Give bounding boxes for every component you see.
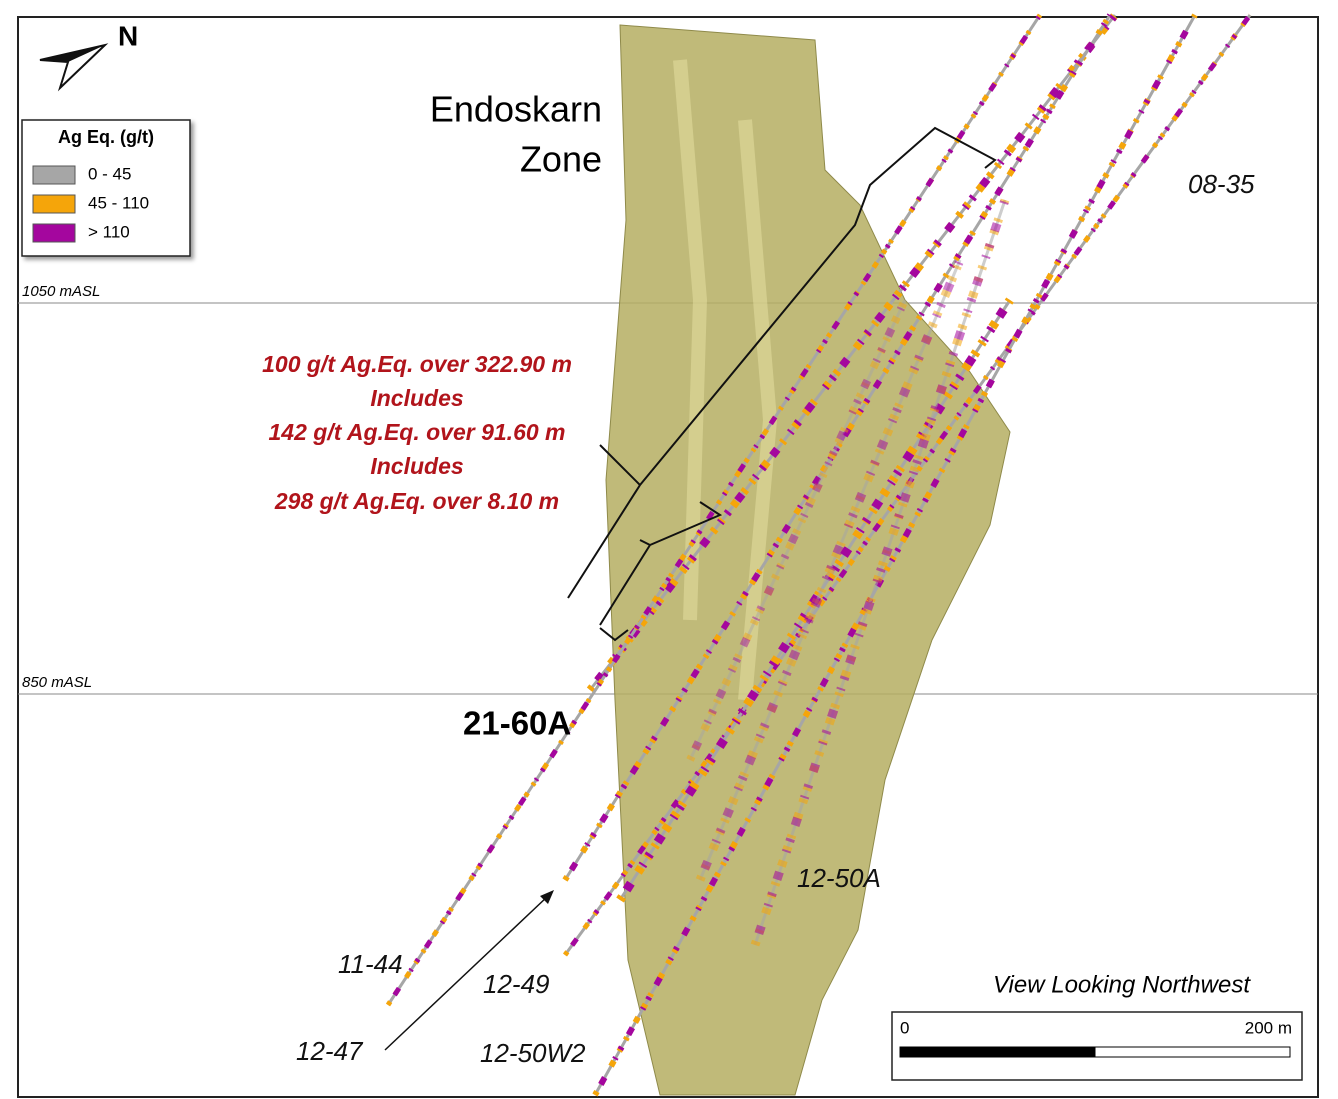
interval-high <box>562 13 1113 882</box>
hole-label: 12-49 <box>483 969 550 999</box>
hole-label: 08-35 <box>1188 169 1255 199</box>
pointer <box>384 895 549 1051</box>
arrowhead <box>540 890 554 904</box>
legend-label: > 110 <box>88 222 130 241</box>
drill-hole <box>688 299 907 761</box>
scale-end: 200 m <box>1245 1018 1292 1037</box>
legend-swatch <box>32 165 76 185</box>
north-arrow-fill <box>40 45 105 62</box>
bracket <box>599 501 723 626</box>
zone-label: Zone <box>520 139 602 180</box>
interval-mid <box>686 298 909 762</box>
zone-label: Endoskarn <box>430 89 602 130</box>
hole-label: 12-50W2 <box>480 1038 586 1068</box>
hole-label: 12-50A <box>797 863 881 893</box>
legend-swatch <box>32 223 76 243</box>
view-label: View Looking Northwest <box>993 971 1251 998</box>
scale-bar-black <box>899 1046 1096 1058</box>
intercept-text: 298 g/t Ag.Eq. over 8.10 m <box>274 488 559 514</box>
drill-holes <box>385 12 1253 1097</box>
intercept-text: Includes <box>370 385 463 411</box>
scale-bar-white <box>1094 1046 1291 1058</box>
legend-items: 0 - 45 45 - 110 > 110 <box>32 164 149 243</box>
intercept-text: 142 g/t Ag.Eq. over 91.60 m <box>269 419 566 445</box>
endoskarn-body <box>605 24 1011 1096</box>
bracket <box>567 126 997 599</box>
body-highlight <box>673 59 778 701</box>
hole-label: 21-60A <box>463 705 571 742</box>
scale-box <box>891 1011 1303 1081</box>
interval-mid <box>695 258 965 882</box>
drill-hole <box>593 14 1197 1096</box>
north-label: N <box>118 20 138 51</box>
elevation-label: 1050 mASL <box>22 283 100 300</box>
legend-label: 0 - 45 <box>88 164 131 183</box>
interval-high <box>750 198 1010 947</box>
hole-label: 11-44 <box>338 949 403 979</box>
elevation-label: 850 mASL <box>22 674 92 691</box>
hole-label: 12-47 <box>296 1036 364 1066</box>
drill-hole <box>588 14 1117 691</box>
intercept-text: 100 g/t Ag.Eq. over 322.90 m <box>262 351 572 377</box>
scale-start: 0 <box>900 1018 909 1037</box>
intercept-text: Includes <box>370 453 463 479</box>
legend-swatch <box>32 194 76 214</box>
interval-high <box>385 13 1043 1007</box>
legend-title: Ag Eq. (g/t) <box>58 127 154 147</box>
bracket <box>599 627 629 642</box>
legend-label: 45 - 110 <box>88 193 149 212</box>
